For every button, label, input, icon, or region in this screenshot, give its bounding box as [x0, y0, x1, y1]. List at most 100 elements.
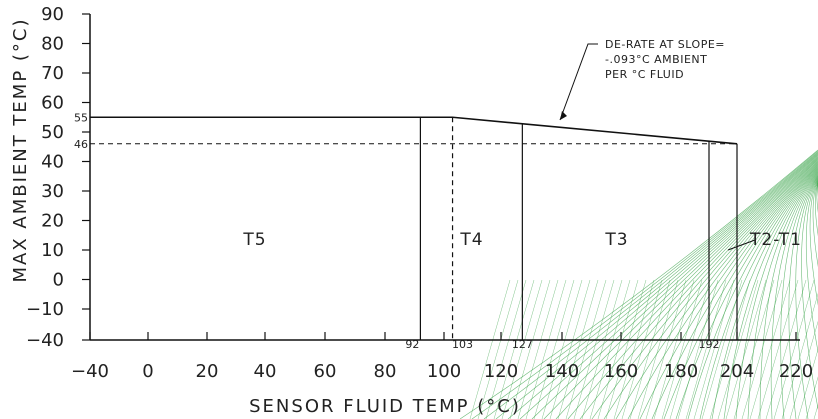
hatch-line: [597, 279, 639, 419]
hatch-line: [797, 348, 818, 419]
hatch-line: [589, 279, 631, 419]
hatch-line: [613, 279, 655, 419]
hatch-line: [531, 155, 818, 419]
hatch-line: [541, 279, 583, 419]
annotation-line: -.093°C AMBIENT: [605, 53, 707, 66]
hatch-line: [773, 279, 815, 419]
x-tick-label: 180: [664, 361, 698, 382]
x-tick-label: 140: [545, 361, 579, 382]
hatch-line: [471, 150, 818, 419]
x-tick-label: 120: [484, 361, 518, 382]
hatch-line: [469, 279, 511, 419]
annotation-line: PER °C FLUID: [605, 68, 684, 81]
hatch-line: [780, 174, 818, 419]
y-tick-label: 90: [41, 4, 64, 25]
hatch-line: [701, 279, 743, 419]
hatch-line: [687, 166, 818, 419]
hatch-line: [733, 279, 775, 419]
hatch-line: [723, 169, 818, 419]
hatch-line: [725, 279, 767, 419]
hatch-line: [759, 172, 818, 419]
hatch-line: [685, 279, 727, 419]
hatch-line: [795, 175, 818, 419]
ref-label-55: 55: [74, 111, 88, 124]
hatch-line: [549, 279, 591, 419]
hatch-line: [765, 279, 807, 419]
x-tick-label: 40: [254, 361, 277, 382]
hatch-line: [507, 153, 818, 419]
y-tick-label: 20: [41, 211, 64, 232]
hatch-line: [770, 173, 818, 419]
hatch-line: [603, 160, 818, 419]
hatch-line: [605, 279, 647, 419]
plot-area: [82, 13, 800, 341]
y-tick-label: 10: [41, 240, 64, 261]
hatch-line: [501, 279, 543, 419]
annotation-arrow: [560, 111, 567, 120]
hatch-line: [581, 279, 623, 419]
hatch-line: [645, 279, 687, 419]
hatch-line: [555, 156, 818, 419]
zone-leader: [727, 239, 756, 251]
x-tick-label: 160: [604, 361, 638, 382]
hatch-line: [709, 279, 751, 419]
x-tick-label: 204: [720, 361, 754, 382]
hatch-line: [735, 170, 818, 419]
hatch-line: [493, 279, 535, 419]
hatch-line: [699, 167, 818, 419]
hatch-line: [661, 279, 703, 419]
hatch-decoration: [459, 149, 818, 419]
hatch-line: [533, 279, 575, 419]
x-tick-label: −40: [71, 361, 109, 382]
labels: −40 −10 0 10 20 30 40 50 60 70 80 90 −40 0 20 40 60 80 100…: [10, 4, 813, 417]
hatch-line: [781, 292, 818, 419]
hatch-line: [711, 168, 818, 419]
y-tick-label: 0: [53, 270, 64, 291]
hatch-line: [788, 175, 818, 419]
hatch-line: [477, 279, 519, 419]
y-axis-title: MAX AMBIENT TEMP (°C): [10, 17, 31, 282]
hatch-line: [483, 151, 818, 419]
boundary-label-192: 192: [699, 338, 720, 351]
hatch-line: [485, 279, 527, 419]
hatch-line: [663, 165, 818, 419]
y-tick-label: 40: [41, 152, 64, 173]
boundary-label-92: 92: [405, 338, 419, 351]
hatch-line: [517, 279, 559, 419]
x-tick-label: 80: [374, 361, 397, 382]
hatch-line: [693, 279, 735, 419]
series-line: [90, 116, 738, 145]
y-tick-label: 30: [41, 181, 64, 202]
boundary-label-127: 127: [512, 338, 533, 351]
x-tick-label: 100: [427, 361, 461, 382]
x-tick-label: 0: [142, 361, 153, 382]
y-tick-label: −40: [26, 330, 64, 351]
zone-label: T3: [604, 230, 628, 250]
hatch-line: [653, 279, 695, 419]
hatch-line: [809, 178, 818, 306]
y-tick-label: 80: [41, 34, 64, 55]
hatch-line: [565, 279, 607, 419]
x-axis-title: SENSOR FLUID TEMP (°C): [249, 396, 521, 417]
hatch-line: [519, 154, 818, 419]
hatch-line: [789, 320, 818, 419]
boundary-label-103: 103: [452, 338, 473, 351]
hatch-line: [816, 181, 818, 214]
hatch-line: [757, 279, 799, 419]
hatch-line: [525, 279, 567, 419]
hatch-line: [814, 180, 818, 237]
zone-label: T5: [242, 230, 266, 250]
hatch-line: [567, 157, 818, 419]
hatch-line: [495, 152, 818, 419]
hatch-line: [557, 279, 599, 419]
hatch-line: [573, 279, 615, 419]
hatch-line: [801, 176, 818, 410]
hatch-line: [459, 149, 818, 419]
x-tick-label: 220: [779, 361, 813, 382]
hatch-line: [677, 279, 719, 419]
zone-label: T4: [459, 230, 483, 250]
hatch-line: [543, 156, 818, 419]
hatch-line: [621, 279, 663, 419]
hatch-line: [805, 376, 818, 419]
hatch-line: [591, 159, 818, 419]
